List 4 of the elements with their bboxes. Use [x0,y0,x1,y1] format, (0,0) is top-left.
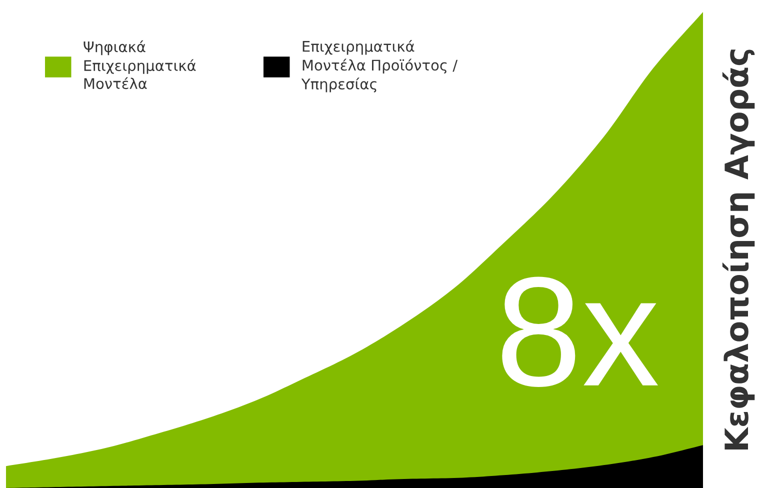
legend-label: Ψηφιακά Επιχειρηματικά Μοντέλα [84,40,196,90]
annotation: 8x [502,276,658,387]
legend-label: Επιχειρηματικά Μοντέλα Προϊόντος / Υπηρεσίας [301,40,458,92]
y-axis-title: Κεφαλοποίηση Αγοράς [722,50,755,450]
